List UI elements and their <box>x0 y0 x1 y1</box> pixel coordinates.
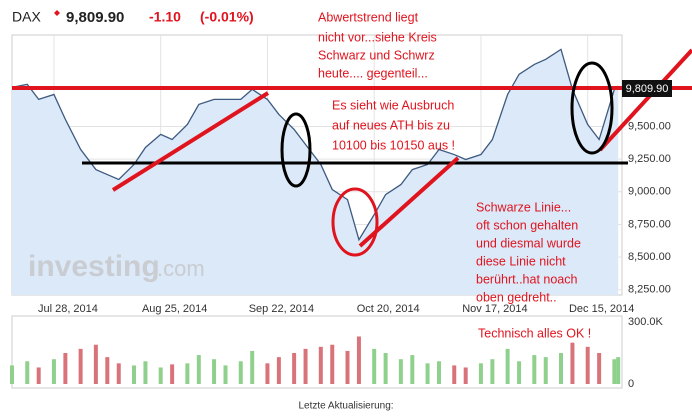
y-tick-label: 9,250.00 <box>628 153 671 165</box>
volume-bar <box>372 348 377 384</box>
volume-bar <box>36 367 41 384</box>
drawn-circle <box>570 61 614 155</box>
symbol: DAX <box>12 9 41 25</box>
volume-bar <box>330 344 335 384</box>
volume-bar <box>63 353 68 384</box>
volume-bar <box>543 357 548 384</box>
change: -1.10 <box>149 9 181 25</box>
annotation: Schwarz und Schwrz <box>318 48 435 62</box>
overlay: 9,809.90 <box>12 48 692 257</box>
last-price-box <box>622 80 672 97</box>
volume-bar <box>196 355 201 384</box>
change-pct: (-0.01%) <box>200 9 254 25</box>
watermark-suffix: .com <box>157 256 205 281</box>
watermark: investing <box>28 250 160 283</box>
annotation: 10100 bis 10150 aus ! <box>332 138 455 152</box>
annotation: berührt..hat noach <box>476 272 578 286</box>
volume-bar <box>452 365 457 384</box>
volume-bar <box>158 367 163 384</box>
volume-bar <box>93 344 98 384</box>
area-fill <box>12 49 619 296</box>
volume-bar <box>51 359 56 384</box>
y-tick-label: 300.0K <box>628 316 664 328</box>
y-tick-label: 8,500.00 <box>628 251 671 263</box>
x-tick-label: Jul 28, 2014 <box>38 303 98 315</box>
annotation: Abwertstrend liegt <box>318 10 419 24</box>
drawn-trend-line <box>111 91 270 192</box>
y-tick-label: 9,000.00 <box>628 186 671 198</box>
volume-border <box>11 315 623 389</box>
volume-bar <box>170 364 175 384</box>
volume-bar <box>292 353 297 384</box>
volume-bar <box>356 336 361 384</box>
footer: Letzte Aktualisierung: <box>298 401 393 412</box>
flag-icon <box>54 10 60 16</box>
volume-bar <box>25 361 30 384</box>
plot <box>10 34 623 389</box>
drawn-trend-line <box>598 48 692 152</box>
volume-bar <box>105 357 110 384</box>
volume-bar <box>532 355 537 384</box>
volume-bar <box>517 361 522 384</box>
annotation: oben gedreht.. <box>476 290 557 304</box>
x-tick-label: Oct 20, 2014 <box>357 303 420 315</box>
volume-bar <box>250 350 255 384</box>
annotation: diese Linie nicht <box>476 254 566 268</box>
volume-bar <box>425 363 430 384</box>
x-tick-label: Dec 15, 2014 <box>569 303 634 315</box>
last-price-label: 9,809.90 <box>626 83 669 95</box>
volume-bar <box>303 348 308 384</box>
volume-bar <box>410 355 415 384</box>
x-tick-label: Sep 22, 2014 <box>249 303 314 315</box>
volume-bar <box>223 365 228 384</box>
volume-bar <box>570 342 575 384</box>
volume-bar <box>78 348 83 384</box>
volume-bar <box>116 363 121 384</box>
volume-bar <box>318 346 323 384</box>
annotation: nicht vor...siehe Kreis <box>318 30 437 44</box>
annotation: Schwarze Linie... <box>476 200 571 214</box>
volume-bar <box>132 365 136 384</box>
annotation: Es sieht wie Ausbruch <box>332 98 454 112</box>
volume-bar <box>616 357 621 384</box>
volume-bar <box>463 367 468 384</box>
annotation: und diesmal wurde <box>476 236 581 250</box>
volume-bar <box>585 346 590 384</box>
volume-bar <box>505 348 510 384</box>
price: 9,809.90 <box>66 9 124 26</box>
volume-bar <box>490 359 495 384</box>
volume-bar <box>383 353 388 384</box>
y-tick-label: 8,250.00 <box>628 284 671 296</box>
volume-bar <box>143 361 148 384</box>
volume-bar <box>238 361 243 384</box>
volume-bar <box>212 359 217 384</box>
annotation: Technisch alles OK ! <box>478 326 591 340</box>
drawn-circle <box>280 112 312 188</box>
annotation: auf neues ATH bis zu <box>332 118 450 132</box>
annotation: oft schon gehalten <box>476 218 578 232</box>
volume-bar <box>612 359 617 384</box>
annotation: heute.... gegenteil... <box>318 66 428 80</box>
volume-bar <box>185 363 190 384</box>
x-tick-label: Aug 25, 2014 <box>142 303 207 315</box>
volume-bar <box>265 363 270 384</box>
y-tick-label: 9,500.00 <box>628 120 671 132</box>
volume-bar <box>345 350 350 384</box>
y-tick-label: 8,750.00 <box>628 218 671 230</box>
volume-bar <box>276 357 281 384</box>
volume-bar <box>398 359 403 384</box>
volume-bar <box>559 353 563 384</box>
volume-bar <box>597 353 602 384</box>
y-tick-label: 0 <box>628 378 634 390</box>
volume-bar <box>478 363 483 384</box>
volume-bar <box>437 361 441 384</box>
x-tick-label: Nov 17, 2014 <box>462 303 527 315</box>
volume-bar <box>10 365 14 384</box>
drawn-circle <box>331 187 379 257</box>
